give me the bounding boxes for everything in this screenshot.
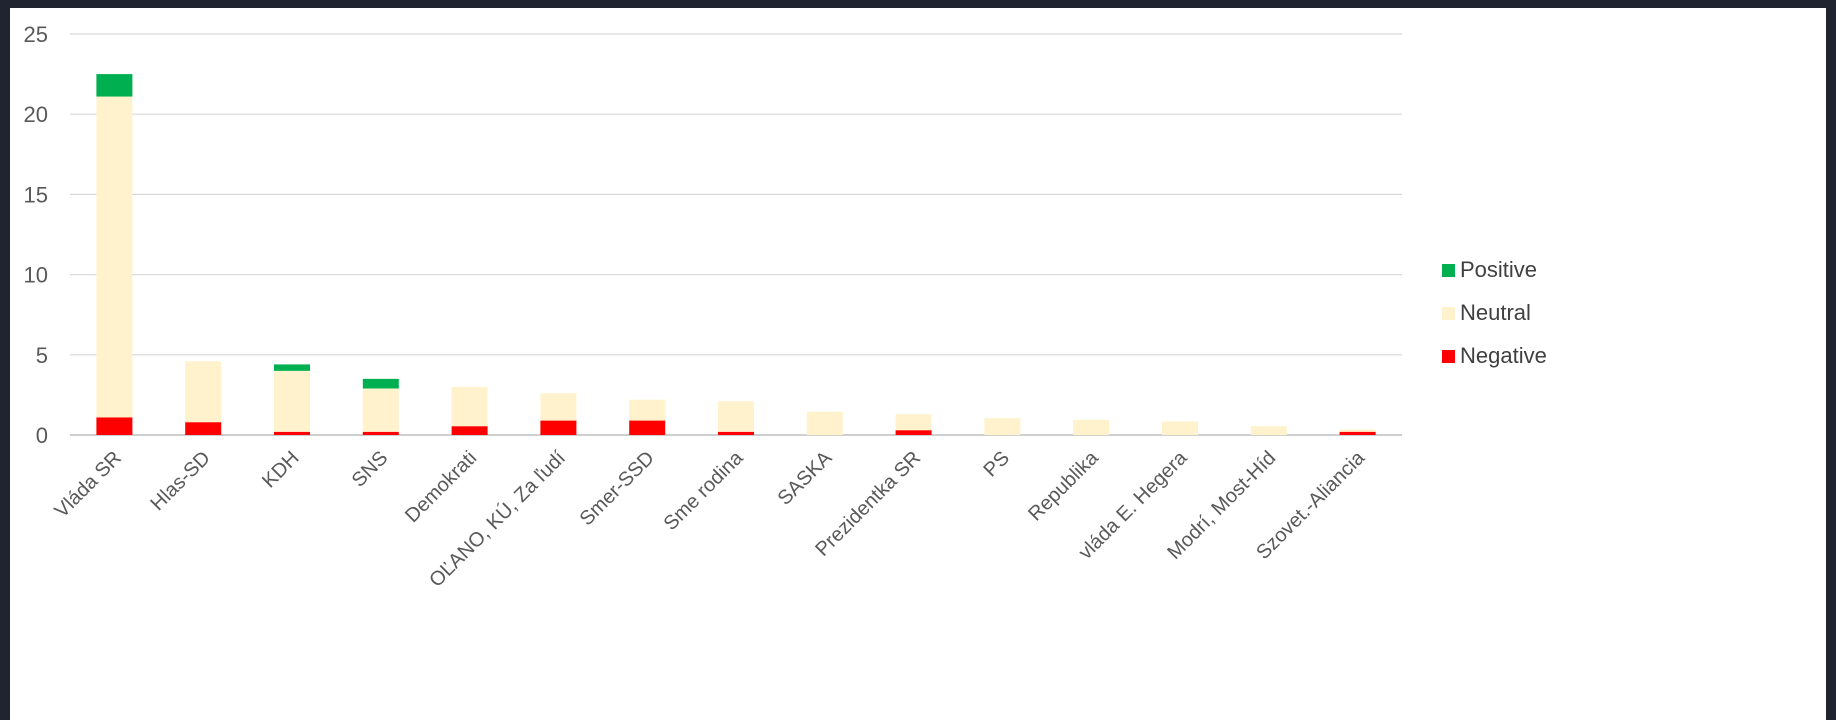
bar-neutral <box>540 393 577 421</box>
stacked-bar-chart: 0 5 10 15 20 25 Vláda SR Hlas-SD KDH SNS Demokrat… <box>24 22 1547 592</box>
legend-label-positive: Positive <box>1460 257 1537 282</box>
bar-neutral <box>629 399 666 421</box>
x-tick-label: Sme rodina <box>660 446 748 534</box>
bars <box>96 74 1376 435</box>
y-axis: 0 5 10 15 20 25 <box>24 22 48 448</box>
x-tick-label: PS <box>980 447 1014 481</box>
legend-label-negative: Negative <box>1460 343 1547 368</box>
bar-neutral <box>362 388 399 432</box>
bar-negative <box>451 426 488 435</box>
y-tick-label: 15 <box>24 182 48 207</box>
bar-negative <box>629 420 666 435</box>
bar-negative <box>185 422 222 435</box>
y-tick-label: 5 <box>36 343 48 368</box>
bar-neutral <box>1073 419 1110 435</box>
bar-positive <box>96 74 133 97</box>
bar-negative <box>96 417 133 435</box>
bar-negative <box>540 420 577 435</box>
bar-neutral <box>895 414 932 431</box>
bar-neutral <box>806 411 843 435</box>
bar-neutral <box>185 361 222 423</box>
bar-neutral <box>274 370 310 432</box>
bar-neutral <box>984 418 1021 435</box>
bar-neutral <box>1162 421 1198 435</box>
bar-positive <box>362 378 399 389</box>
x-tick-label: SNS <box>348 447 393 492</box>
y-tick-label: 20 <box>24 102 48 127</box>
bar-neutral <box>1339 429 1376 432</box>
x-tick-label: SASKA <box>774 447 837 510</box>
y-tick-label: 0 <box>36 423 48 448</box>
legend-swatch-positive <box>1442 264 1455 277</box>
bar-negative <box>362 431 399 435</box>
bar-negative <box>1339 431 1376 435</box>
legend-swatch-negative <box>1442 350 1455 363</box>
legend-label-neutral: Neutral <box>1460 300 1531 325</box>
x-tick-label: Smer-SSD <box>576 447 659 530</box>
y-tick-label: 10 <box>24 263 48 288</box>
bar-negative <box>274 431 310 435</box>
x-tick-label: KDH <box>258 447 303 492</box>
bar-neutral <box>96 96 133 418</box>
legend: Positive Neutral Negative <box>1442 257 1547 368</box>
x-tick-label: Vláda SR <box>51 447 126 522</box>
x-tick-label: Demokrati <box>401 447 481 527</box>
legend-swatch-neutral <box>1442 307 1455 320</box>
x-tick-label: Republika <box>1024 446 1103 525</box>
chart-frame: 0 5 10 15 20 25 Vláda SR Hlas-SD KDH SNS Demokrat… <box>10 8 1826 720</box>
bar-positive <box>274 364 310 371</box>
y-tick-label: 25 <box>24 22 48 47</box>
bar-neutral <box>1250 426 1287 435</box>
bar-neutral <box>718 401 754 432</box>
bar-neutral <box>451 386 488 427</box>
bar-negative <box>895 430 932 435</box>
gridlines <box>70 33 1402 436</box>
x-tick-label: Hlas-SD <box>147 447 215 515</box>
bar-negative <box>718 431 754 435</box>
